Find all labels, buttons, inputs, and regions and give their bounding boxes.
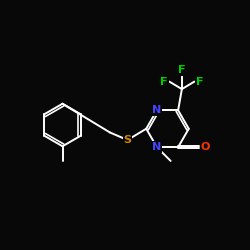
Text: N: N — [152, 105, 162, 115]
Text: F: F — [160, 76, 168, 86]
Text: F: F — [196, 76, 203, 86]
Text: N: N — [152, 142, 162, 152]
Text: S: S — [124, 135, 132, 145]
Text: O: O — [201, 142, 210, 152]
Text: F: F — [178, 65, 186, 75]
